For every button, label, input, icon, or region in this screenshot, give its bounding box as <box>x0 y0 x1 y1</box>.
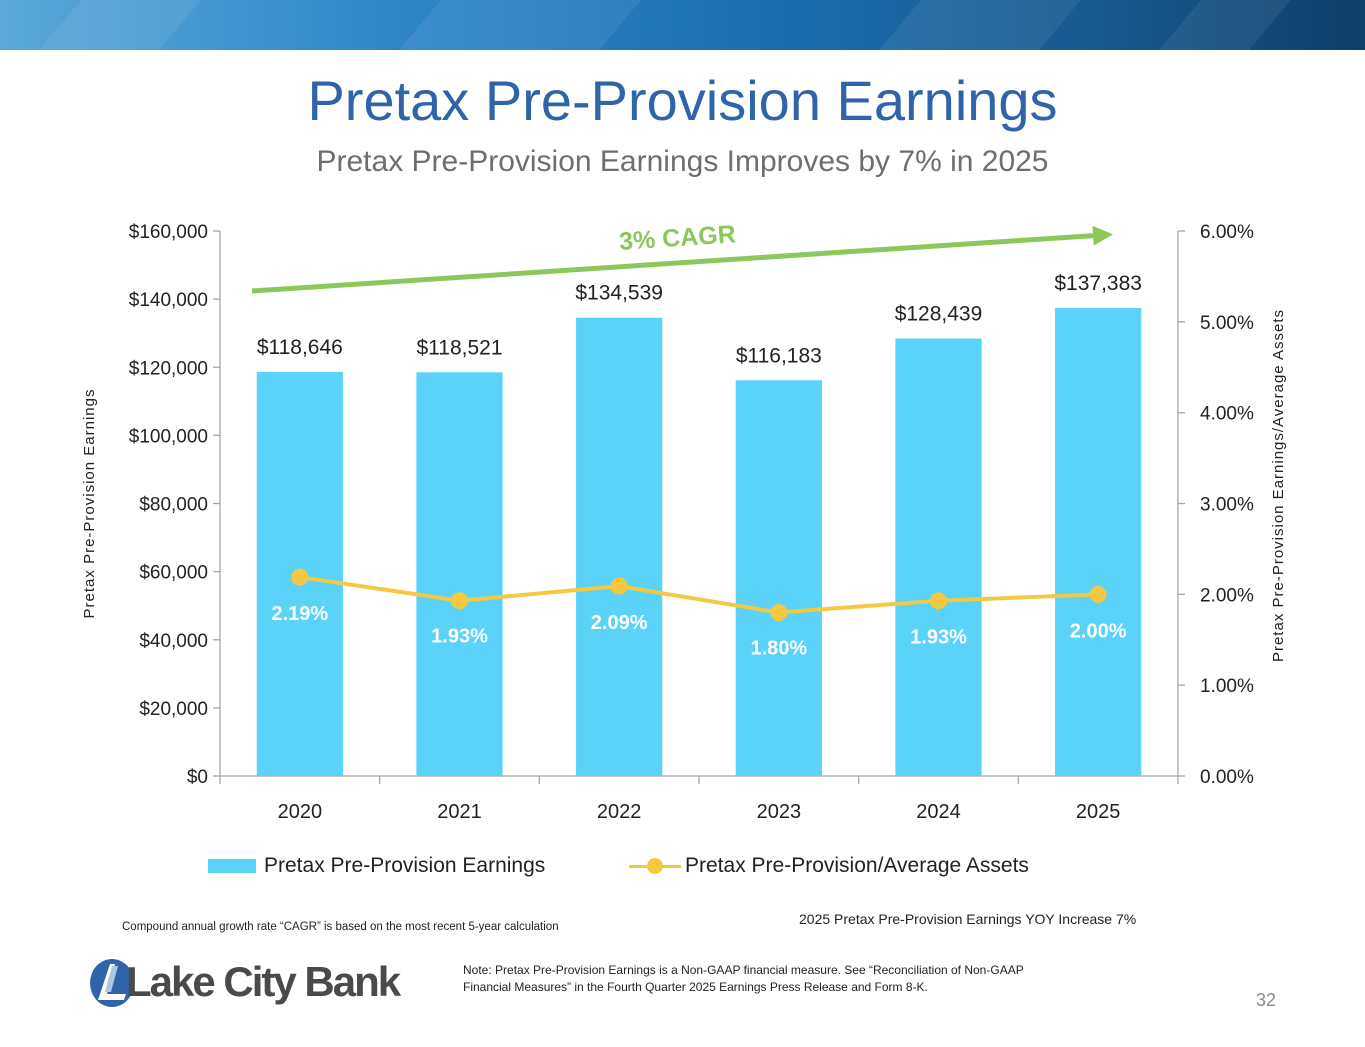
bar-2021 <box>416 372 503 776</box>
legend-line-swatch <box>629 856 681 876</box>
bar-2024 <box>895 338 982 776</box>
chart-legend: Pretax Pre-Provision Earnings Pretax Pre… <box>0 854 1365 884</box>
y-left-tick-label: $0 <box>187 767 208 788</box>
x-tick-label: 2023 <box>757 801 802 823</box>
non-gaap-note: Note: Pretax Pre-Provision Earnings is a… <box>463 963 1024 994</box>
y-left-tick-label: $160,000 <box>129 222 208 243</box>
y-right-tick-label: 4.00% <box>1200 404 1254 425</box>
y-right-tick-label: 6.00% <box>1200 222 1254 243</box>
page-subtitle: Pretax Pre-Provision Earnings Improves b… <box>316 145 1049 178</box>
x-tick-label: 2021 <box>437 801 482 823</box>
ratio-value-label: 1.80% <box>750 638 807 660</box>
logo-text: Lake City Bank <box>126 958 401 1005</box>
ratio-value-label: 2.19% <box>271 603 328 625</box>
legend-label-earnings: Pretax Pre-Provision Earnings <box>264 854 546 877</box>
ratio-point-2025 <box>1089 585 1107 603</box>
header-banner <box>0 0 1365 50</box>
ratio-value-label: 1.93% <box>910 627 967 649</box>
ratio-value-label: 2.09% <box>591 612 648 634</box>
ratio-point-2024 <box>930 592 947 610</box>
page-title: Pretax Pre-Provision Earnings <box>307 69 1058 132</box>
x-tick-label: 2024 <box>916 801 961 823</box>
ratio-value-label: 2.00% <box>1070 620 1127 642</box>
yoy-note: 2025 Pretax Pre-Provision Earnings YOY I… <box>799 911 1137 927</box>
y-left-tick-label: $100,000 <box>129 426 208 447</box>
cagr-label: 3% CAGR <box>618 220 736 256</box>
legend-label-ratio: Pretax Pre-Provision/Average Assets <box>685 854 1029 877</box>
y-left-tick-label: $20,000 <box>139 699 208 720</box>
page-number: 32 <box>1256 990 1277 1010</box>
bar-value-label: $128,439 <box>895 303 983 326</box>
y-left-tick-label: $60,000 <box>139 563 208 584</box>
bar-2023 <box>735 380 822 776</box>
bar-value-label: $116,183 <box>736 344 822 367</box>
ratio-point-2020 <box>291 568 309 586</box>
bar-value-label: $134,539 <box>575 282 663 305</box>
y-right-tick-label: 0.00% <box>1200 767 1254 788</box>
y-right-tick-label: 2.00% <box>1200 585 1254 606</box>
legend-item-ratio: Pretax Pre-Provision/Average Assets <box>629 854 1029 878</box>
x-tick-label: 2025 <box>1076 801 1121 823</box>
cagr-arrow <box>251 225 1113 294</box>
ratio-point-2021 <box>451 592 468 610</box>
legend-bar-swatch <box>208 859 256 873</box>
logo-mark-icon <box>90 959 134 1007</box>
x-tick-label: 2022 <box>597 801 642 823</box>
ratio-line <box>299 575 1099 615</box>
bar-value-label: $118,521 <box>416 336 502 359</box>
bar-value-label: $137,383 <box>1054 272 1142 295</box>
y-left-tick-label: $80,000 <box>139 495 208 516</box>
ratio-point-2023 <box>770 604 788 621</box>
y-right-tick-label: 5.00% <box>1200 313 1254 334</box>
bar-2022 <box>576 317 663 776</box>
lake-city-bank-logo: Lake City Bank <box>88 952 418 1014</box>
y-right-axis-title: Pretax Pre-Provision Earnings/Average As… <box>1270 309 1287 662</box>
bar-2025 <box>1055 308 1142 776</box>
ratio-value-label: 1.93% <box>431 626 488 648</box>
ratio-point-2022 <box>610 577 628 595</box>
y-right-tick-label: 1.00% <box>1200 676 1254 697</box>
y-left-tick-label: $40,000 <box>139 631 208 652</box>
legend-item-earnings: Pretax Pre-Provision Earnings <box>208 854 545 878</box>
cagr-footnote: Compound annual growth rate “CAGR” is ba… <box>122 921 559 933</box>
bar-value-label: $118,646 <box>257 336 343 359</box>
y-left-axis-title: Pretax Pre-Provision Earnings <box>81 389 98 619</box>
y-right-tick-label: 3.00% <box>1200 495 1254 516</box>
x-tick-label: 2020 <box>278 801 323 823</box>
y-left-tick-label: $140,000 <box>129 290 208 311</box>
y-left-tick-label: $120,000 <box>129 358 208 379</box>
